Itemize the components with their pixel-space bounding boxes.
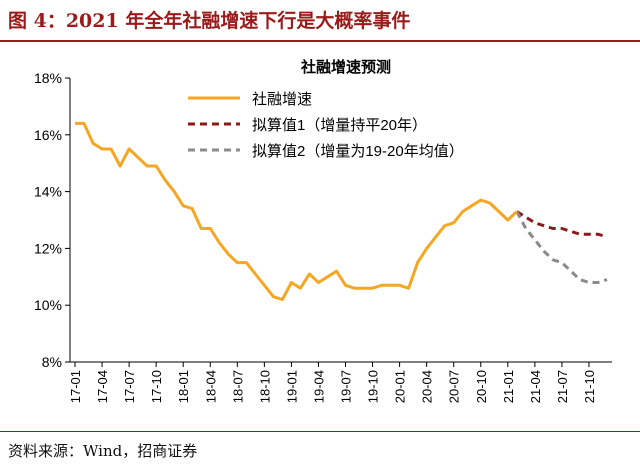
y-tick-label: 8% xyxy=(42,354,62,370)
x-tick-label: 21-07 xyxy=(555,370,570,403)
line-chart: 社融增速预测 8% 10% 12% 14% 16% 18% 17-01 17-04 17-07 17… xyxy=(34,58,612,403)
legend-label-1: 社融增速 xyxy=(252,91,312,108)
title-divider xyxy=(0,40,640,42)
x-tick-label: 17-04 xyxy=(95,370,110,403)
x-tick-label: 18-04 xyxy=(203,370,218,403)
x-tick-label: 21-04 xyxy=(528,370,543,403)
y-tick-label: 18% xyxy=(34,70,62,86)
x-tick-label: 19-01 xyxy=(284,370,299,403)
x-tick-label: 20-04 xyxy=(420,370,435,403)
legend-label-3: 拟算值2（增量为19-20年均值） xyxy=(252,142,464,160)
figure-header: 图 4：2021 年全年社融增速下行是大概率事件 xyxy=(0,0,640,42)
x-tick-label: 17-01 xyxy=(68,370,83,403)
x-tick-label: 18-01 xyxy=(176,370,191,403)
x-tick-label: 20-01 xyxy=(393,370,408,403)
y-tick-label: 14% xyxy=(34,184,62,200)
y-tick-label: 16% xyxy=(34,127,62,143)
x-tick-label: 18-10 xyxy=(257,370,272,403)
x-tick-label: 21-10 xyxy=(582,370,597,403)
source-note: 资料来源：Wind，招商证券 xyxy=(8,442,198,460)
y-tick-label: 10% xyxy=(34,297,62,313)
series-line-3 xyxy=(515,210,608,284)
x-tick-label: 18-07 xyxy=(230,370,245,403)
x-tick-label: 19-07 xyxy=(339,370,354,403)
x-tick-label: 20-10 xyxy=(474,370,489,403)
x-tick-label: 17-07 xyxy=(122,370,137,403)
legend-label-2: 拟算值1（增量持平20年） xyxy=(252,116,427,134)
series-line-2 xyxy=(515,210,608,239)
x-tick-label: 17-10 xyxy=(149,370,164,403)
y-tick-label: 12% xyxy=(34,240,62,256)
x-tick-label: 21-01 xyxy=(501,370,516,403)
source-divider xyxy=(0,431,640,432)
chart-area: 社融增速预测 8% 10% 12% 14% 16% 18% 17-01 17-04 17-07 17… xyxy=(0,44,640,430)
x-tick-label: 19-04 xyxy=(311,370,326,403)
x-tick-label: 19-10 xyxy=(366,370,381,403)
x-tick-label: 20-07 xyxy=(447,370,462,403)
chart-title: 社融增速预测 xyxy=(300,58,391,76)
series-line-1 xyxy=(75,121,518,301)
figure-title: 图 4：2021 年全年社融增速下行是大概率事件 xyxy=(8,10,411,32)
